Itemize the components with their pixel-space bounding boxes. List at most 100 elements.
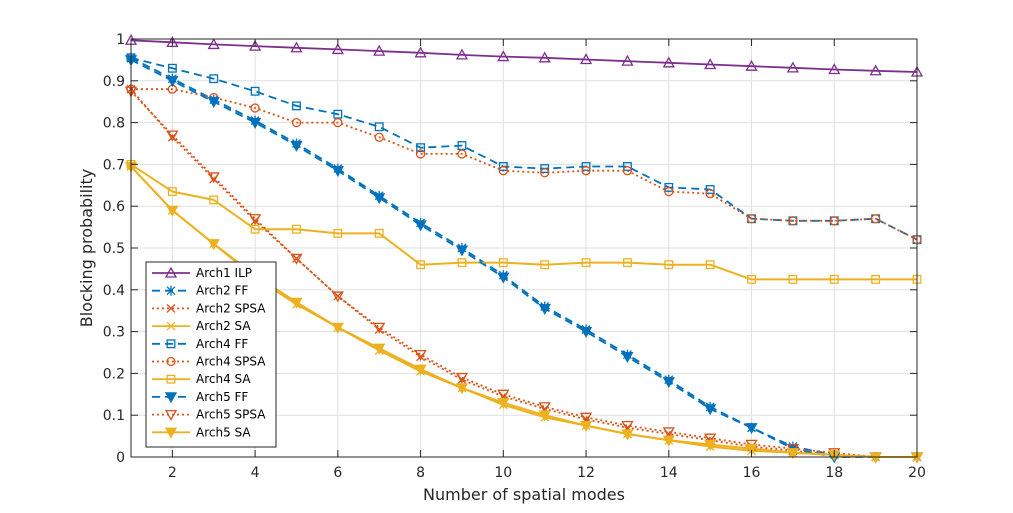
- data-point-arch5-sa: [704, 439, 717, 451]
- data-point-arch1-ilp: [786, 61, 799, 73]
- data-point-arch5-ff: [207, 97, 220, 109]
- data-point-arch5-ff: [704, 404, 717, 416]
- data-point-arch5-sa: [579, 420, 593, 432]
- series-line-arch2-ff: [130, 56, 917, 458]
- x-tick-label: 16: [743, 465, 761, 481]
- data-point-arch4-ff: [498, 162, 508, 171]
- y-tick-label: 0.9: [103, 74, 125, 90]
- data-point-arch4-spsa: [829, 216, 839, 226]
- data-point-arch1-ilp: [290, 41, 303, 53]
- y-tick-label: 1: [116, 32, 125, 48]
- data-point-arch4-spsa: [870, 214, 881, 224]
- data-point-arch5-spsa: [455, 372, 469, 384]
- data-point-arch2-spsa: [333, 291, 343, 301]
- data-point-arch4-sa: [167, 187, 177, 197]
- data-point-arch4-ff: [622, 162, 632, 171]
- data-point-arch4-sa: [540, 260, 550, 270]
- legend-label-arch4-spsa: Arch4 SPSA: [196, 355, 266, 369]
- legend-label-arch5-spsa: Arch5 SPSA: [196, 408, 266, 422]
- data-point-arch5-sa: [745, 443, 758, 455]
- data-point-arch4-spsa: [498, 166, 508, 176]
- data-point-arch5-spsa: [621, 420, 634, 432]
- data-point-arch4-ff: [581, 162, 591, 171]
- data-point-arch5-sa: [414, 364, 427, 376]
- x-tick-label: 14: [660, 465, 678, 481]
- data-point-arch5-spsa: [290, 253, 303, 265]
- data-point-arch1-ilp: [207, 38, 220, 50]
- data-point-arch5-spsa: [662, 427, 675, 439]
- x-axis-label: Number of spatial modes: [423, 485, 625, 504]
- data-point-arch4-spsa: [457, 149, 467, 159]
- y-tick-label: 0.6: [103, 199, 125, 215]
- data-point-arch4-ff: [664, 182, 674, 192]
- x-tick-label: 20: [908, 465, 926, 481]
- axis-ticks: 2 4 6 8 10 12 14 16 18 20 0 0.1 0.2 0.3 0.4 0.5 0.6 0.7 0.…: [103, 32, 926, 481]
- data-point-arch5-sa: [786, 448, 799, 460]
- data-point-arch5-spsa: [704, 433, 717, 445]
- data-point-arch1-ilp: [455, 48, 469, 60]
- data-point-arch4-ff: [292, 101, 301, 111]
- data-point-arch5-spsa: [331, 291, 344, 303]
- data-point-arch2-spsa: [292, 253, 301, 263]
- data-point-arch4-sa: [829, 274, 839, 284]
- y-axis-label: Blocking probability: [77, 169, 96, 327]
- legend-marker-arch2-sa-stroke: [166, 321, 176, 331]
- data-point-arch4-sa: [664, 260, 674, 270]
- data-point-arch1-ilp: [373, 44, 386, 56]
- data-point-arch5-ff: [497, 272, 510, 284]
- x-tick-label: 4: [251, 465, 260, 481]
- data-point-arch1-ilp: [579, 53, 593, 65]
- data-point-arch5-ff: [745, 423, 758, 435]
- y-tick-label: 0.7: [103, 157, 125, 173]
- legend-marker-arch2-spsa: [166, 303, 176, 313]
- data-point-arch4-sa: [209, 195, 219, 205]
- data-point-arch5-ff: [166, 76, 179, 88]
- data-point-arch5-sa: [662, 435, 675, 447]
- y-tick-label: 0.8: [103, 116, 125, 132]
- data-point-arch5-ff: [538, 303, 551, 315]
- data-point-arch4-ff: [167, 63, 177, 73]
- legend-marker-arch2-ff: [166, 285, 176, 296]
- data-point-arch5-sa: [166, 205, 179, 217]
- legend-marker-arch4-sa: [166, 374, 176, 384]
- data-point-arch1-ilp: [704, 58, 717, 70]
- data-point-arch4-sa: [581, 258, 591, 268]
- data-point-arch1-ilp: [331, 43, 344, 55]
- legend-marker-arch5-ff: [164, 392, 178, 404]
- data-point-arch5-spsa: [414, 349, 427, 361]
- data-point-arch4-spsa: [333, 117, 343, 128]
- legend-label-arch2-ff: Arch2 FF: [196, 284, 248, 298]
- data-point-arch5-sa: [331, 322, 344, 334]
- data-point-arch4-spsa: [374, 132, 384, 142]
- x-tick-label: 8: [416, 465, 425, 481]
- data-point-arch5-ff: [414, 220, 427, 232]
- data-point-arch4-spsa: [581, 166, 591, 176]
- data-point-arch1-ilp: [166, 36, 179, 47]
- legend: Arch1 ILP Arch2 FF Arch2 SPSA Arch2 SA Arch4…: [145, 261, 277, 448]
- data-point-arch2-spsa-stroke: [333, 291, 343, 301]
- data-point-arch4-sa: [871, 274, 881, 284]
- data-point-arch1-ilp: [828, 63, 841, 75]
- y-tick-label: 0: [116, 450, 125, 466]
- data-point-arch1-ilp: [249, 39, 262, 51]
- legend-label-arch2-spsa: Arch2 SPSA: [196, 301, 266, 315]
- data-point-arch4-sa: [457, 258, 467, 268]
- data-point-arch5-spsa: [497, 389, 510, 401]
- data-point-arch4-spsa: [746, 214, 757, 224]
- y-tick-label: 0.5: [103, 241, 125, 257]
- data-point-arch4-spsa: [705, 189, 715, 199]
- data-point-arch4-spsa: [415, 149, 426, 159]
- legend-label-arch5-ff: Arch5 FF: [196, 390, 248, 404]
- data-point-arch4-ff: [209, 74, 219, 84]
- data-point-arch4-spsa: [622, 166, 633, 176]
- data-point-arch5-sa: [497, 398, 510, 409]
- data-point-arch4-sa: [292, 224, 301, 234]
- legend-marker-arch1-ilp: [164, 266, 178, 278]
- legend-label-arch1-ilp: Arch1 ILP: [196, 266, 252, 280]
- data-point-arch4-sa: [416, 260, 426, 270]
- legend-marker-arch2-spsa-stroke: [166, 303, 176, 313]
- data-point-arch5-sa: [621, 429, 634, 441]
- data-point-arch5-sa: [455, 383, 469, 395]
- legend-marker-arch5-sa: [164, 427, 178, 439]
